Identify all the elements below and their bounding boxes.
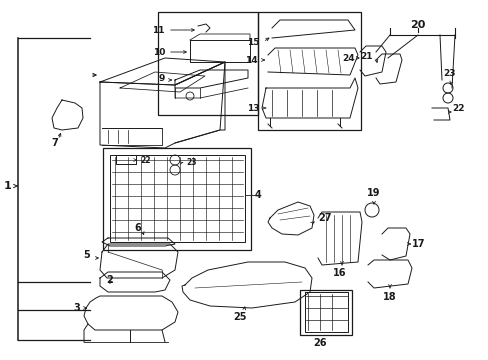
Text: 1: 1 bbox=[4, 181, 12, 191]
Text: 13: 13 bbox=[247, 104, 260, 113]
Bar bbox=[158, 12, 258, 115]
Bar bbox=[110, 155, 244, 242]
Text: 24: 24 bbox=[342, 54, 354, 63]
Text: 10: 10 bbox=[152, 48, 164, 57]
Text: 23: 23 bbox=[185, 158, 196, 166]
Bar bbox=[103, 148, 250, 250]
Bar bbox=[258, 12, 360, 130]
Text: 4: 4 bbox=[254, 190, 261, 200]
Text: 15: 15 bbox=[247, 37, 260, 46]
Text: 11: 11 bbox=[152, 26, 164, 35]
Text: 7: 7 bbox=[52, 138, 58, 148]
Text: 20: 20 bbox=[409, 20, 425, 30]
Text: 6: 6 bbox=[134, 223, 141, 233]
Text: 22: 22 bbox=[451, 104, 464, 113]
Text: 18: 18 bbox=[383, 292, 396, 302]
Bar bbox=[299, 290, 351, 335]
Text: 23: 23 bbox=[443, 69, 455, 78]
Text: 9: 9 bbox=[158, 73, 164, 82]
Text: 14: 14 bbox=[245, 55, 258, 64]
Text: 22: 22 bbox=[140, 156, 150, 165]
Text: 2: 2 bbox=[106, 275, 113, 285]
Text: 16: 16 bbox=[332, 268, 346, 278]
Text: 21: 21 bbox=[360, 51, 372, 60]
Text: 17: 17 bbox=[411, 239, 425, 249]
Text: 27: 27 bbox=[317, 213, 331, 223]
Text: 26: 26 bbox=[313, 338, 326, 348]
Text: 25: 25 bbox=[233, 312, 246, 322]
Text: 19: 19 bbox=[366, 188, 380, 198]
Text: 5: 5 bbox=[83, 250, 90, 260]
Text: 3: 3 bbox=[73, 303, 80, 313]
